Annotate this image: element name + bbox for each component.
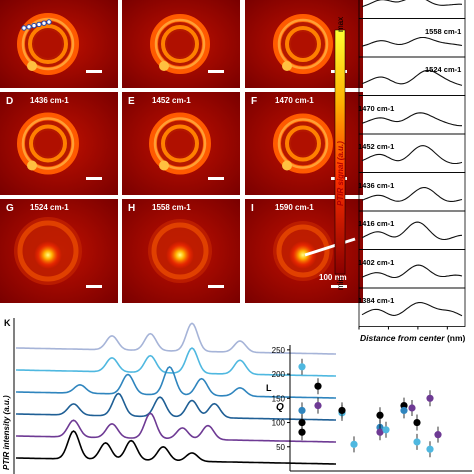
line-profiles-panel: 0100200300 — [355, 0, 474, 330]
profiles-xlabel-text: Distance from center — [360, 333, 445, 343]
profile-label: 1402 cm-1 — [358, 257, 395, 267]
profile-line — [361, 264, 463, 279]
K-spectrum-line — [16, 392, 336, 421]
panel-K-letter: K — [4, 318, 11, 328]
K-spectrum-line — [16, 365, 336, 399]
profile-box — [358, 210, 466, 250]
panel-L-ylabel: Q — [276, 402, 284, 413]
panel-L-letter: L — [266, 383, 272, 393]
profile-label: 1524 cm-1 — [425, 65, 462, 74]
ptir-map-top-3 — [245, 0, 363, 88]
profile-box — [358, 287, 466, 327]
L-point — [408, 404, 416, 412]
profile-label: 1436 cm-1 — [358, 180, 395, 190]
K-spectrum-line — [16, 322, 336, 355]
L-point — [434, 431, 442, 439]
profile-label: 1384 cm-1 — [358, 296, 395, 305]
profile-box — [358, 56, 466, 96]
K-spectrum-line — [16, 430, 336, 465]
L-point — [426, 394, 434, 402]
colorbar-min-label: min — [336, 277, 345, 290]
profile-line — [361, 301, 463, 317]
panel-K-ylabel: PTIR intensity (a.u.) — [2, 395, 11, 470]
K-spectrum-line — [16, 347, 336, 377]
profile-label: 1452 cm-1 — [358, 142, 395, 151]
scale-bar — [208, 177, 224, 180]
L-point — [413, 438, 421, 446]
L-tick-label: 200 — [272, 370, 286, 379]
profile-line — [361, 186, 463, 202]
panel-L-scatter: 50 100 150 200 250 — [262, 345, 474, 474]
profile-line — [361, 36, 463, 47]
wavenumber-label: 1590 cm-1 — [275, 203, 314, 212]
ptir-map-H: H 1558 cm-1 — [122, 199, 240, 303]
profile-box — [358, 133, 466, 173]
panel-K-spectra — [0, 318, 338, 474]
profile-box — [358, 172, 466, 212]
colorbar-max-label: max — [336, 16, 345, 32]
profile-label: 1416 cm-1 — [358, 219, 395, 228]
L-point — [350, 440, 358, 448]
L-tick-label: 250 — [272, 346, 286, 355]
wavenumber-label: 1452 cm-1 — [152, 96, 191, 105]
L-point — [382, 426, 390, 434]
L-point — [298, 406, 306, 415]
profile-box — [358, 249, 466, 289]
L-point — [426, 445, 434, 453]
L-point — [298, 363, 306, 371]
panel-letter: E — [128, 96, 135, 107]
scale-bar — [86, 70, 102, 73]
panel-letter: F — [251, 96, 258, 107]
L-tick-label: 150 — [272, 394, 286, 403]
profile-box — [358, 0, 466, 19]
scale-bar — [331, 285, 347, 288]
scale-bar-label: 100 nm — [319, 273, 347, 282]
L-point — [314, 401, 322, 410]
scale-bar — [86, 177, 102, 180]
profile-label: 1558 cm-1 — [425, 26, 462, 36]
panel-letter: I — [251, 203, 254, 214]
colorbar-title: PTIR signal (a.u.) — [336, 141, 345, 206]
panel-letter: H — [128, 203, 136, 214]
scale-bar — [208, 285, 224, 288]
profile-box — [358, 18, 466, 58]
L-point — [400, 406, 408, 415]
panel-letter: D — [6, 96, 14, 107]
profile-label: 1470 cm-1 — [358, 103, 395, 113]
L-tick-label: 100 — [272, 419, 286, 428]
profile-line — [361, 0, 463, 8]
profiles-xlabel-unit: (nm) — [446, 333, 466, 343]
ptir-map-top-1 — [0, 0, 118, 88]
wavenumber-label: 1558 cm-1 — [152, 203, 191, 212]
profile-line — [361, 112, 462, 127]
L-tick-label: 50 — [276, 443, 285, 452]
profile-line — [361, 221, 463, 241]
wavenumber-label: 1524 cm-1 — [30, 203, 69, 212]
L-point — [413, 418, 421, 427]
wavenumber-label: 1436 cm-1 — [30, 96, 69, 105]
ptir-map-E: E 1452 cm-1 — [122, 92, 240, 195]
ptir-map-D: D 1436 cm-1 — [0, 92, 118, 195]
L-point — [314, 382, 322, 390]
L-point — [338, 406, 346, 415]
L-point — [376, 411, 384, 419]
ptir-map-top-2 — [122, 0, 240, 88]
panel-letter: G — [6, 203, 14, 214]
wavenumber-label: 1470 cm-1 — [275, 96, 314, 105]
scale-bar — [86, 285, 102, 288]
L-point — [298, 418, 306, 427]
profile-line — [361, 69, 463, 86]
colorbar — [333, 22, 353, 282]
scale-bar — [208, 70, 224, 73]
profile-line — [361, 145, 463, 165]
L-point — [298, 428, 306, 436]
L-point — [376, 428, 384, 436]
profiles-xlabel: Distance from center (nm) — [360, 333, 465, 343]
K-spectrum-line — [16, 412, 336, 443]
ptir-map-G: G 1524 cm-1 — [0, 199, 118, 303]
